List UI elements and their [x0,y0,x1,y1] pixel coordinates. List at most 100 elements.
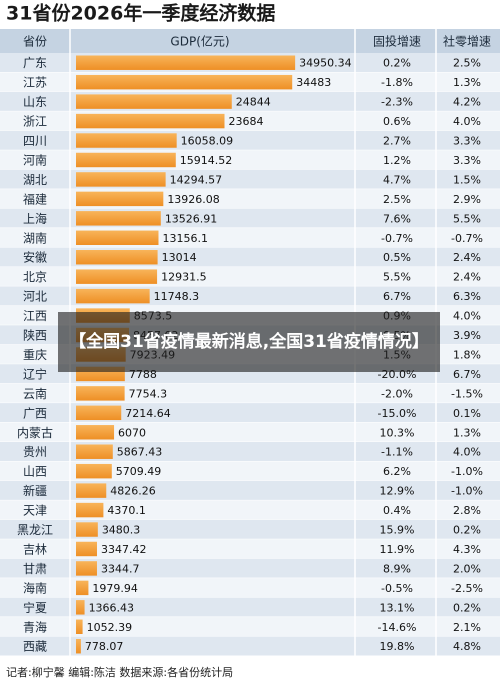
gdp-label: 1052.39 [87,621,132,634]
header-cell: GDP(亿元) [170,34,229,49]
province: 天津 [23,504,47,518]
province: 云南 [23,386,47,401]
province: 山东 [23,95,47,109]
gdp-bar [76,619,83,634]
province: 河北 [23,290,47,304]
row-bg [0,208,500,229]
gdp-bar [76,386,125,401]
gdp-bar [76,230,159,245]
fixed-investment: 4.7% [383,173,411,186]
gdp-label: 14294.57 [170,173,223,186]
province: 黑龙江 [17,523,53,537]
gdp-bar [76,580,89,596]
row-bg [0,519,500,540]
province: 吉林 [23,542,47,556]
gdp-label: 4370.1 [107,504,146,517]
fixed-investment: 10.3% [380,426,415,439]
fixed-investment: 7.6% [383,212,411,225]
fixed-investment: 2.5% [383,193,411,206]
gdp-label: 3344.7 [101,562,140,575]
gdp-label: 11748.3 [154,290,200,303]
gdp-label: 15914.52 [180,154,233,167]
province: 山西 [23,465,47,479]
fixed-investment: 2.7% [383,135,411,148]
gdp-bar [76,600,85,615]
row-bg [0,578,500,598]
fixed-investment: -0.7% [381,232,413,245]
row-bg [0,636,500,656]
fixed-investment: 11.9% [380,543,415,556]
row-bg [0,422,500,442]
gdp-bar [76,541,97,557]
row-bg [0,403,500,423]
province: 广西 [23,406,47,420]
fixed-investment: 6.2% [383,465,411,478]
gdp-bar [76,444,113,459]
gdp-bar [76,463,112,479]
retail-sales: 4.0% [453,115,481,128]
gdp-bar [76,405,122,421]
gdp-label: 778.07 [85,640,124,653]
province: 贵州 [23,445,47,459]
gdp-label: 4826.26 [110,485,156,498]
retail-sales: 1.8% [453,348,481,361]
retail-sales: -1.0% [451,485,483,498]
retail-sales: 1.3% [453,426,481,439]
fixed-investment: 19.8% [380,640,415,653]
retail-sales: 3.3% [453,154,481,167]
fixed-investment: 5.5% [383,271,411,284]
gdp-label: 13526.91 [165,212,218,225]
retail-sales: 3.9% [453,329,481,342]
retail-sales: 6.7% [453,368,481,381]
fixed-investment: 13.1% [380,601,415,614]
row-bg [0,539,500,559]
retail-sales: 4.2% [453,96,481,109]
retail-sales: -0.7% [451,232,483,245]
gdp-label: 7214.64 [125,407,171,420]
row-bg [0,150,500,170]
gdp-label: 13156.1 [162,232,208,245]
fixed-investment: -1.1% [381,446,413,459]
fixed-investment: 6.7% [383,290,411,303]
gdp-bar [76,250,158,265]
gdp-bar [76,288,150,304]
fixed-investment: 8.9% [383,562,411,575]
gdp-bar [76,133,177,148]
header-cell: 社零增速 [443,34,491,49]
gdp-label: 24844 [236,96,271,109]
gdp-bar [76,191,164,207]
header-bg [0,29,500,53]
province: 河南 [23,152,47,167]
title: 31省份2026年一季度经济数据 [6,2,275,25]
gdp-label: 34483 [296,76,331,89]
fixed-investment: 12.9% [380,485,415,498]
row-bg [0,228,500,248]
row-bg [0,617,500,637]
header-cell: 省份 [23,35,47,49]
fixed-investment: 0.5% [383,251,411,264]
overlay-banner: 【全国31省疫情最新消息,全国31省疫情情况】 [58,312,440,372]
province: 辽宁 [23,366,47,381]
retail-sales: -1.0% [451,465,483,478]
fixed-investment: 1.2% [383,154,411,167]
row-bg [0,130,500,151]
province: 甘肃 [23,562,47,576]
row-bg [0,558,500,579]
fixed-investment: -0.5% [381,582,413,595]
gdp-bar [76,172,166,187]
retail-sales: 5.5% [453,212,481,225]
retail-sales: 2.5% [453,57,481,70]
gdp-label: 6070 [118,426,146,439]
retail-sales: 0.1% [453,407,481,420]
province: 西藏 [23,640,47,654]
row-bg [0,461,500,481]
fixed-investment: -14.6% [378,621,417,634]
gdp-label: 5867.43 [117,446,163,459]
retail-sales: 2.4% [453,251,481,264]
retail-sales: 2.8% [453,504,481,517]
province: 湖北 [23,172,47,187]
province: 宁夏 [23,600,47,615]
retail-sales: 1.5% [453,173,481,186]
province: 江西 [23,309,47,323]
